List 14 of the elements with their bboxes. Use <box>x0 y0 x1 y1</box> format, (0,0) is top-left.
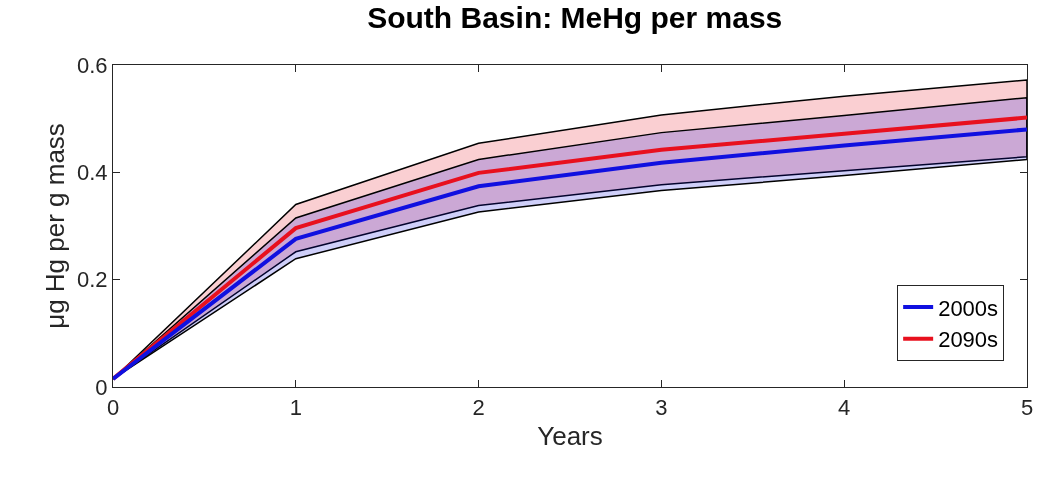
chart-title: South Basin: MeHg per mass <box>367 1 783 35</box>
y-tick-label: 0 <box>95 374 108 400</box>
legend-label: 2090s <box>938 327 999 353</box>
x-tick-label: 2 <box>472 394 485 420</box>
legend-label: 2000s <box>938 295 999 321</box>
y-axis-title: μg Hg per g mass <box>40 123 71 329</box>
y-tick-label: 0.2 <box>76 267 108 293</box>
x-axis-title: Years <box>537 421 603 452</box>
x-tick-label: 5 <box>1020 394 1034 420</box>
y-tick-label: 0.6 <box>76 52 108 78</box>
x-tick-label: 4 <box>838 394 851 420</box>
y-tick-label: 0.4 <box>76 160 108 186</box>
x-tick-label: 3 <box>655 394 668 420</box>
x-tick-label: 1 <box>289 394 302 420</box>
